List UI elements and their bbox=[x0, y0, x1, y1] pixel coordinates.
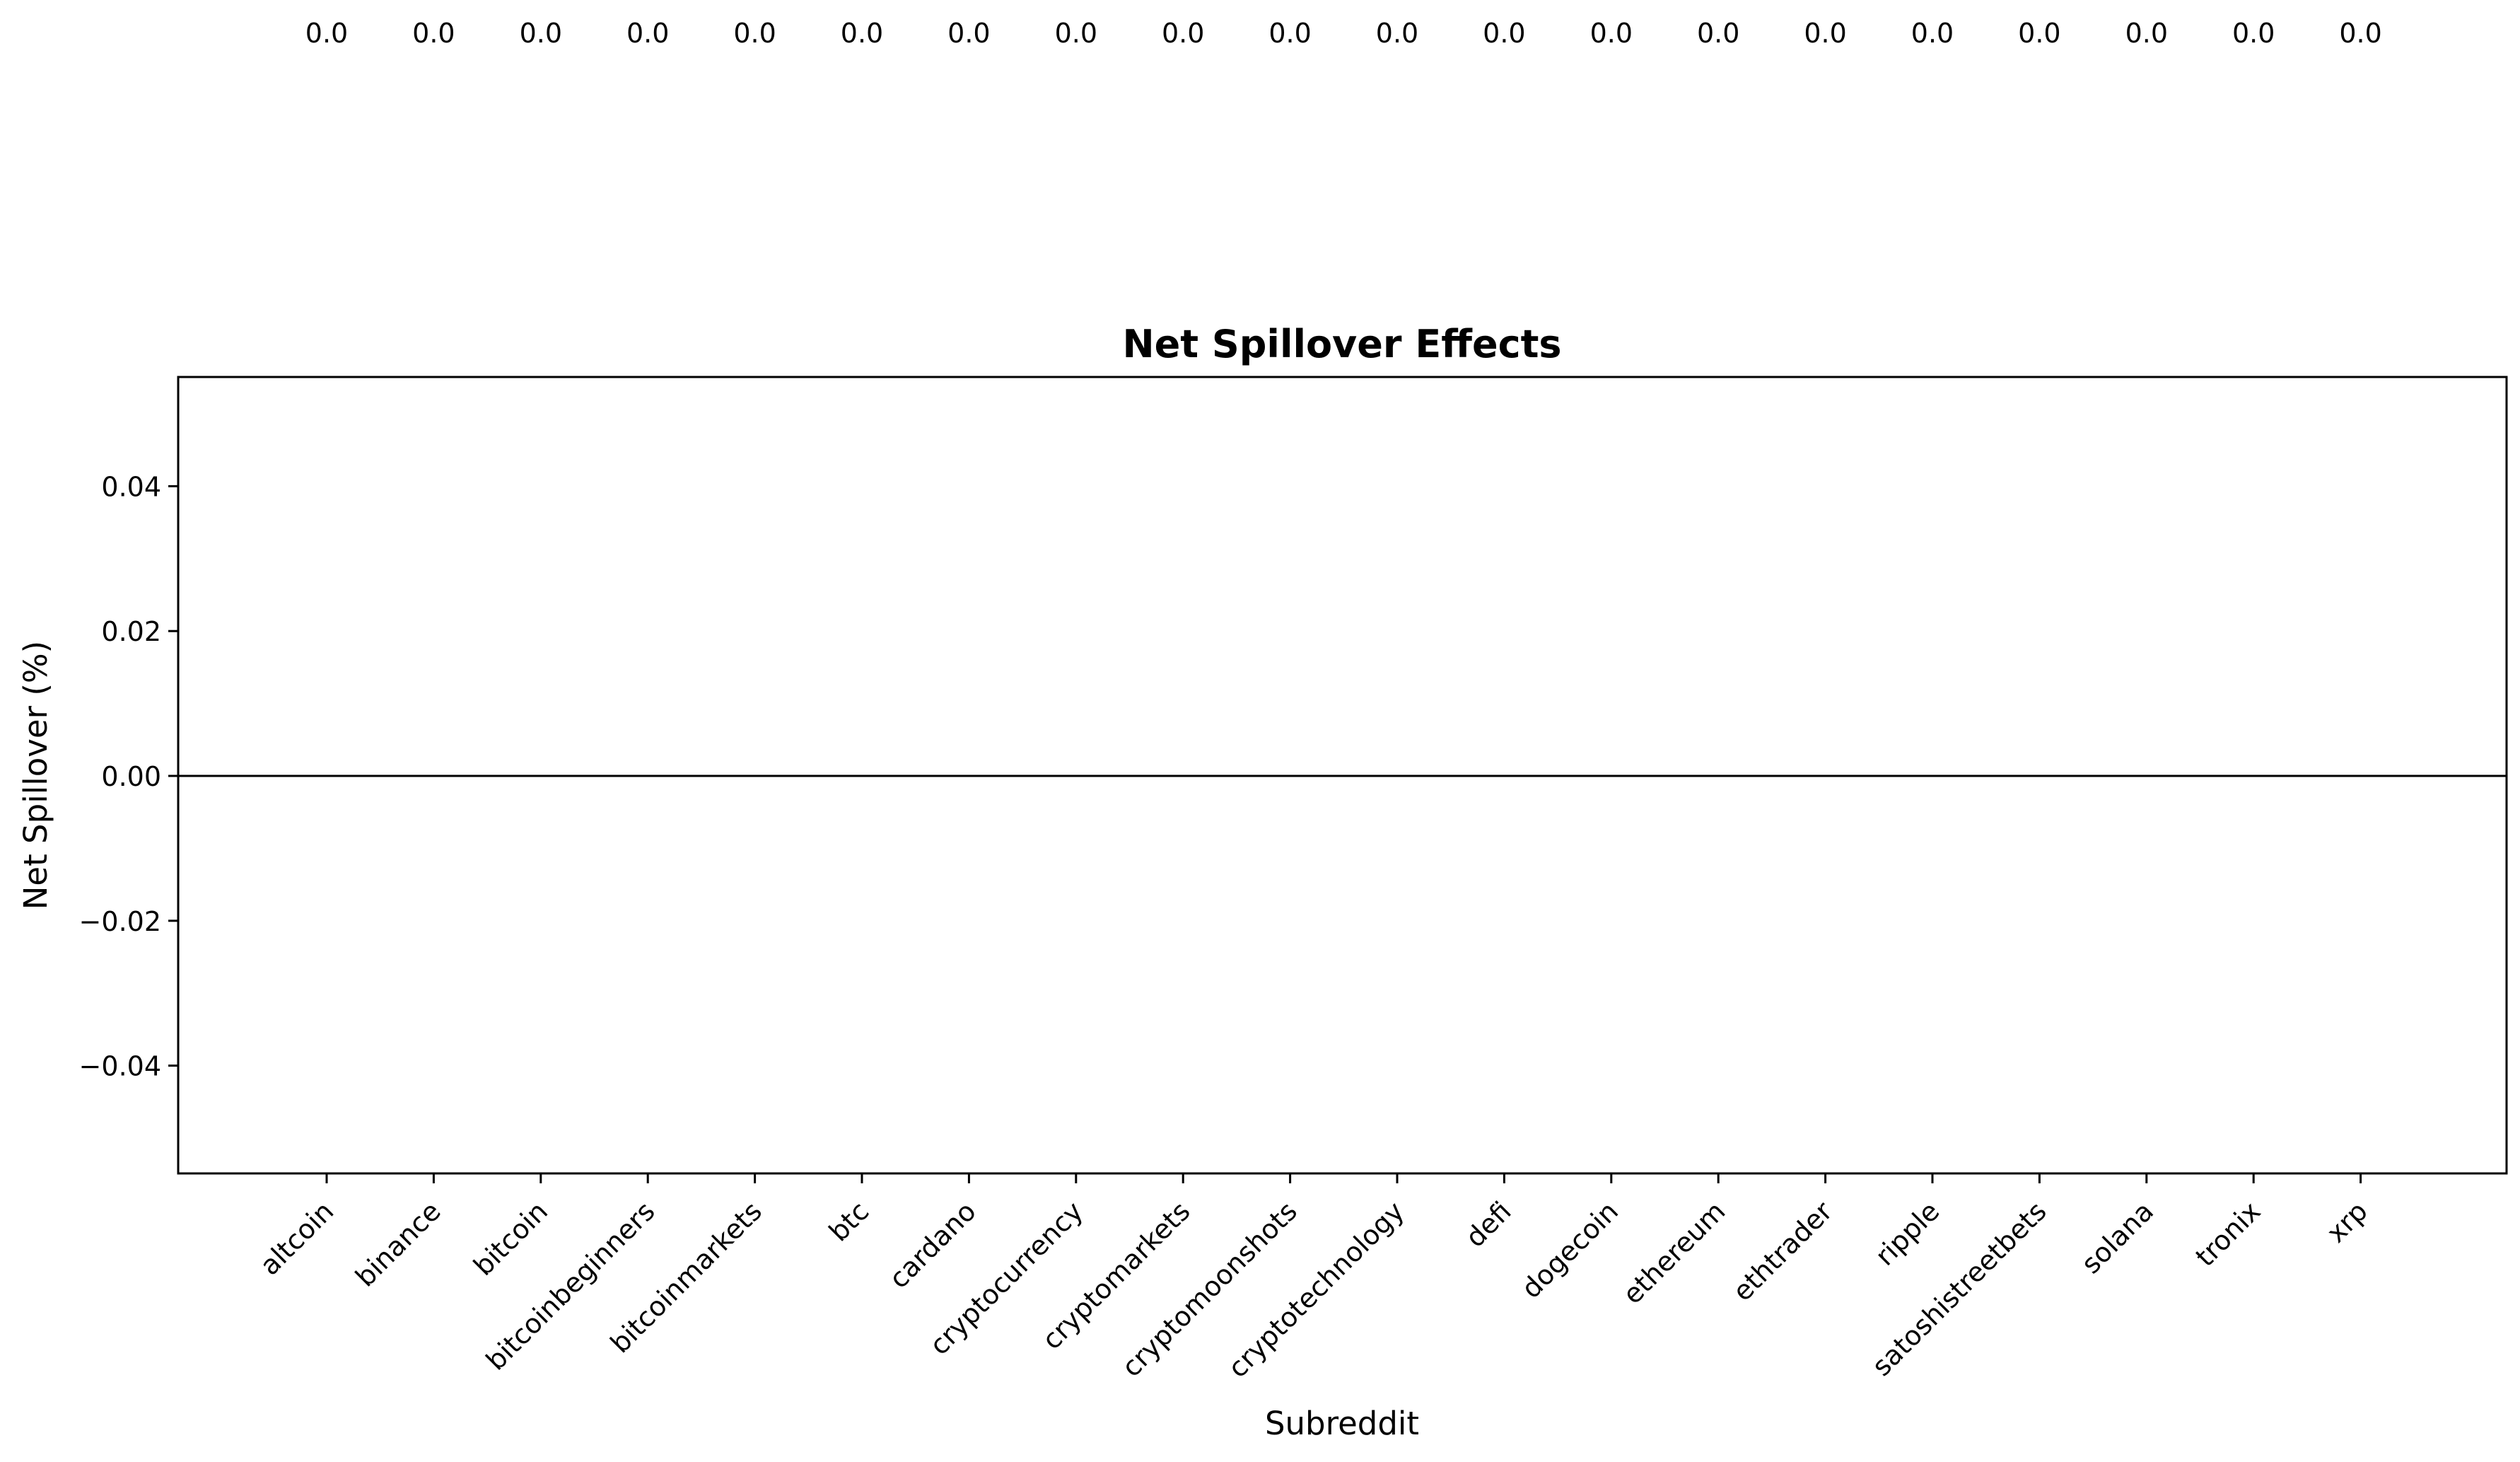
x-tick-label: btc bbox=[823, 1195, 875, 1247]
x-tick-label: binance bbox=[349, 1195, 446, 1292]
x-axis-ticks: altcoin binance bitcoinbitcoinbeginnersbit… bbox=[254, 1173, 2374, 1383]
x-tick-label: bitcoin bbox=[467, 1195, 554, 1282]
chart-title: Net Spillover Effects bbox=[1122, 322, 1561, 366]
bar-value-label: 0.0 bbox=[520, 18, 562, 49]
bar-value-label: 0.0 bbox=[2125, 18, 2168, 49]
bar-value-label: 0.0 bbox=[947, 18, 990, 49]
bar-value-label: 0.0 bbox=[733, 18, 776, 49]
data-labels: 0.0 0.0 0.0 0.0 0.0 0.0 0.0 0.0 0.0 0.0 0.0 0.0 0.0 0… bbox=[305, 18, 2382, 49]
bar-value-label: 0.0 bbox=[2232, 18, 2275, 49]
x-tick-label: defi bbox=[1459, 1195, 1517, 1253]
x-tick-label: ripple bbox=[1869, 1195, 1946, 1272]
bar-value-label: 0.0 bbox=[1483, 18, 1525, 49]
bar-value-label: 0.0 bbox=[1590, 18, 1633, 49]
bar-value-label: 0.0 bbox=[1162, 18, 1204, 49]
bar-value-label: 0.0 bbox=[626, 18, 669, 49]
bar-value-label: 0.0 bbox=[2339, 18, 2381, 49]
y-axis-ticks: −0.04 −0.02 0.00 0.02 0.04 bbox=[79, 471, 178, 1082]
bar-value-label: 0.0 bbox=[1376, 18, 1418, 49]
bar-value-label: 0.0 bbox=[2018, 18, 2060, 49]
x-axis-label: Subreddit bbox=[1265, 1405, 1419, 1442]
y-axis-label: Net Spillover (%) bbox=[17, 641, 54, 910]
bar-value-label: 0.0 bbox=[1268, 18, 1311, 49]
x-tick-label: ethereum bbox=[1617, 1195, 1732, 1310]
bar-value-label: 0.0 bbox=[1697, 18, 1739, 49]
plot-area bbox=[177, 376, 2508, 1175]
x-tick-label: cryptomoonshots bbox=[1116, 1195, 1303, 1383]
x-tick-label: solana bbox=[2075, 1195, 2159, 1280]
y-tick-label: 0.02 bbox=[101, 616, 161, 647]
x-tick-label: tronix bbox=[2190, 1195, 2267, 1272]
x-tick-label: cryptotechnology bbox=[1222, 1195, 1410, 1383]
x-tick-label: cardano bbox=[883, 1195, 982, 1294]
x-tick-label: altcoin bbox=[254, 1195, 339, 1281]
x-tick-label: xrp bbox=[2321, 1195, 2374, 1248]
y-tick-label: 0.00 bbox=[101, 761, 161, 792]
y-tick-label: −0.04 bbox=[79, 1051, 161, 1082]
bar-value-label: 0.0 bbox=[1911, 18, 1954, 49]
bar-value-label: 0.0 bbox=[841, 18, 883, 49]
bar-value-label: 0.0 bbox=[1055, 18, 1097, 49]
bar-value-label: 0.0 bbox=[412, 18, 455, 49]
bar-value-label: 0.0 bbox=[1804, 18, 1846, 49]
bar-value-label: 0.0 bbox=[305, 18, 348, 49]
y-tick-label: −0.02 bbox=[79, 906, 161, 937]
x-tick-label: ethtrader bbox=[1727, 1195, 1838, 1307]
x-tick-label: dogecoin bbox=[1515, 1195, 1624, 1304]
x-tick-label: satoshistreetbets bbox=[1866, 1195, 2053, 1382]
y-tick-label: 0.04 bbox=[101, 471, 161, 502]
